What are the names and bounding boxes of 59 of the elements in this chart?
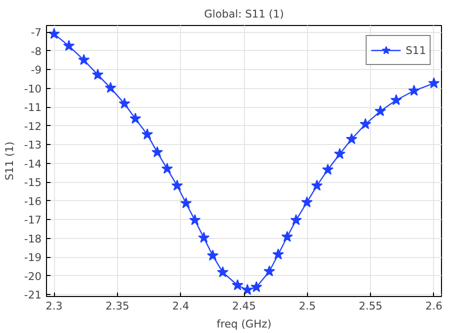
point (290, 214, 302, 226)
point (390, 94, 402, 106)
point (207, 250, 218, 261)
y-tick-label: -8 (30, 44, 42, 58)
x-tick-label: 2.4 (172, 300, 190, 312)
point (118, 98, 130, 109)
y-tick-label: -10 (24, 82, 42, 96)
point (374, 105, 386, 116)
point (171, 180, 183, 191)
point (322, 164, 334, 175)
y-axis-title: S11 (1) (3, 142, 16, 180)
point (104, 82, 116, 93)
point (428, 77, 440, 88)
y-tick-label: -17 (24, 214, 42, 227)
point (217, 266, 228, 278)
x-tick-label: 2.45 (232, 300, 256, 312)
point (272, 248, 284, 260)
point (311, 180, 323, 191)
x-tick-label: 2.3 (46, 300, 63, 312)
y-tick-label: -9 (30, 64, 42, 77)
point (78, 54, 90, 65)
x-tick-label: 2.55 (358, 300, 382, 312)
point (161, 162, 173, 174)
y-tick-label: -18 (24, 232, 42, 246)
point (142, 128, 154, 140)
point (48, 28, 60, 39)
point (92, 68, 104, 80)
x-tick-label: 2.6 (425, 300, 443, 312)
point (408, 84, 420, 96)
point (250, 281, 262, 292)
x-tick-label: 2.5 (298, 300, 316, 312)
y-tick-label: -7 (30, 26, 42, 40)
y-tick-label: -13 (24, 138, 42, 152)
point (334, 148, 346, 159)
point (360, 118, 372, 130)
y-tick-label: -15 (24, 176, 42, 190)
point (180, 197, 192, 208)
y-tick-label: -16 (24, 194, 42, 208)
x-tick-label: 2.35 (106, 300, 130, 312)
point (152, 146, 164, 158)
point (242, 284, 254, 295)
y-tick-label: -20 (24, 270, 42, 283)
point (189, 214, 201, 226)
point (346, 133, 358, 144)
point (63, 40, 75, 51)
point (198, 232, 210, 243)
y-tick-label: -12 (24, 120, 42, 133)
y-tick-label: -19 (24, 251, 42, 264)
x-axis-title: freq (GHz) (216, 318, 272, 330)
y-tick-label: -11 (24, 101, 42, 114)
point (130, 112, 142, 124)
y-tick-label: -14 (24, 157, 42, 170)
point (264, 265, 276, 276)
chart-title: Global: S11 (1) (204, 8, 284, 20)
legend-label: S11 (406, 44, 426, 56)
point (232, 279, 244, 290)
point (281, 230, 293, 242)
y-tick-label: -21 (24, 288, 42, 302)
point (301, 196, 313, 208)
